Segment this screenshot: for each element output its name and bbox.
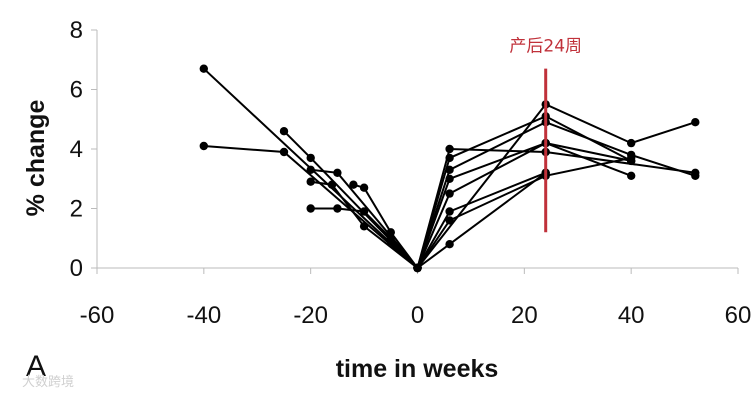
y-tick-label: 6 [70, 77, 83, 104]
data-point [306, 153, 315, 163]
data-point [199, 141, 208, 151]
data-point [691, 118, 700, 127]
y-axis-title: % change [22, 100, 50, 217]
data-point [691, 171, 700, 180]
x-axis-title: time in weeks [336, 355, 499, 383]
x-tick-label: 40 [618, 302, 645, 329]
data-point [359, 183, 369, 192]
x-tick-label: 0 [411, 302, 424, 329]
data-point [445, 189, 454, 198]
series-line [203, 145, 696, 270]
x-tick-label: -60 [80, 302, 115, 329]
data-point [199, 64, 208, 73]
series-line [283, 115, 632, 270]
data-point [306, 204, 315, 213]
data-point [445, 174, 454, 183]
x-tick-label: 60 [725, 302, 752, 329]
y-tick-label: 2 [70, 196, 83, 223]
data-point [327, 180, 337, 189]
data-point [359, 207, 369, 216]
data-point [306, 165, 315, 174]
series-line [310, 142, 632, 270]
watermark: 大数跨境 [22, 375, 74, 390]
series-line [310, 142, 632, 270]
data-point [279, 127, 289, 136]
axes: 0 2 4 6 8 -60 -40 -20 0 20 40 60 [70, 17, 752, 329]
x-tick-group: -60 -40 -20 0 20 40 60 [80, 268, 752, 329]
data-point [445, 240, 454, 249]
data-point [445, 144, 454, 154]
data-point [627, 171, 636, 180]
data-point [306, 177, 315, 186]
panel-label: A [26, 350, 46, 383]
y-tick-label: 0 [70, 255, 83, 282]
data-point [349, 180, 358, 189]
data-point [413, 263, 422, 273]
x-tick-label: 20 [511, 302, 538, 329]
data-point [333, 168, 342, 177]
data-point [627, 153, 636, 163]
annotation-label: 产后24周 [509, 37, 582, 57]
annotation-layer: 产后24周 [509, 37, 582, 233]
data-point [333, 204, 342, 213]
series-layer [199, 64, 700, 273]
x-tick-label: -40 [186, 302, 221, 329]
x-tick-label: -20 [293, 302, 328, 329]
y-tick-label: 8 [70, 17, 83, 44]
series-9 [413, 168, 550, 273]
data-point [445, 165, 454, 174]
data-point [386, 228, 395, 237]
data-point [359, 222, 369, 231]
data-point [445, 153, 454, 163]
data-point [386, 237, 395, 246]
y-tick-label: 4 [70, 136, 83, 163]
y-tick-group: 0 2 4 6 8 [70, 17, 97, 282]
data-point [627, 138, 636, 148]
data-point [279, 147, 289, 157]
data-point [445, 207, 454, 216]
data-point [445, 216, 454, 225]
